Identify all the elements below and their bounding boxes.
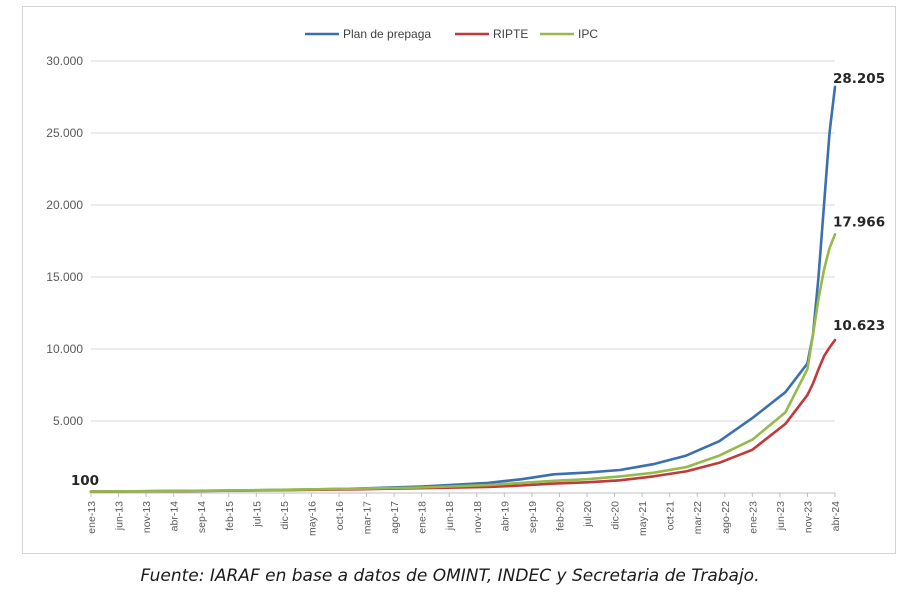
- x-tick-label: abr-24: [830, 501, 842, 532]
- chart-frame: 5.000 10.000 15.000 20.000 25.000 30.000 ene-1…: [22, 6, 896, 554]
- x-tick-label: oct-21: [665, 501, 677, 530]
- x-tick-label: nov-23: [802, 501, 814, 533]
- source-note: Fuente: IARAF en base a datos de OMINT, …: [140, 566, 760, 586]
- x-tick-label: feb-15: [224, 501, 236, 531]
- x-tick-label: may-21: [637, 501, 649, 536]
- legend-label: Plan de prepaga: [343, 27, 431, 41]
- x-tick-label: jun-13: [114, 501, 126, 531]
- data-labels: 28.205 17.966 10.623 100: [71, 71, 885, 489]
- series-line-ipc: [89, 233, 837, 493]
- y-tick-label: 30.000: [46, 54, 83, 68]
- series-line-ripte: [89, 338, 837, 493]
- x-tick-label: dic-20: [610, 501, 622, 530]
- x-tick-label: feb-20: [554, 501, 566, 531]
- y-tick-label: 10.000: [46, 342, 83, 356]
- x-tick-label: ago-22: [720, 501, 732, 534]
- x-tick-label: may-16: [306, 501, 318, 536]
- x-tick-label: ene-13: [86, 501, 98, 534]
- end-value-label: 10.623: [833, 318, 885, 334]
- axes: 5.000 10.000 15.000 20.000 25.000 30.000 ene-1…: [46, 54, 842, 536]
- x-tick-label: ene-23: [747, 501, 759, 534]
- legend-label: RIPTE: [493, 27, 528, 41]
- x-tick-label: jun-23: [775, 501, 787, 531]
- x-tick-label: nov-13: [141, 501, 153, 533]
- x-tick-label: nov-18: [472, 501, 484, 533]
- x-tick-label: ago-17: [389, 501, 401, 534]
- x-tick-label: oct-16: [334, 501, 346, 530]
- y-tick-label: 20.000: [46, 198, 83, 212]
- x-tick-label: dic-15: [279, 501, 291, 530]
- x-tick-label: jul-20: [582, 501, 594, 528]
- legend: Plan de prepaga RIPTE IPC: [305, 27, 598, 41]
- y-tick-label: 25.000: [46, 126, 83, 140]
- x-tick-label: ene-18: [417, 501, 429, 534]
- x-tick-label: sep-14: [196, 501, 208, 533]
- line-chart: 5.000 10.000 15.000 20.000 25.000 30.000 ene-1…: [46, 27, 885, 536]
- gridlines: [91, 60, 835, 422]
- x-tick-label: sep-19: [527, 501, 539, 533]
- y-tick-label: 5.000: [53, 414, 83, 428]
- end-value-label: 28.205: [833, 71, 885, 87]
- x-tick-label: jun-18: [444, 501, 456, 531]
- start-value-label: 100: [71, 473, 99, 489]
- x-tick-label: mar-17: [362, 501, 374, 534]
- x-tick-label: abr-19: [499, 501, 511, 532]
- series-lines: [89, 85, 837, 493]
- x-tick-label: mar-22: [692, 501, 704, 534]
- x-tick-label: jul-15: [251, 501, 263, 528]
- end-value-label: 17.966: [833, 214, 885, 230]
- series-line-plan-de-prepaga: [89, 85, 837, 493]
- y-tick-label: 15.000: [46, 270, 83, 284]
- x-tick-label: abr-14: [169, 501, 181, 532]
- legend-label: IPC: [578, 27, 598, 41]
